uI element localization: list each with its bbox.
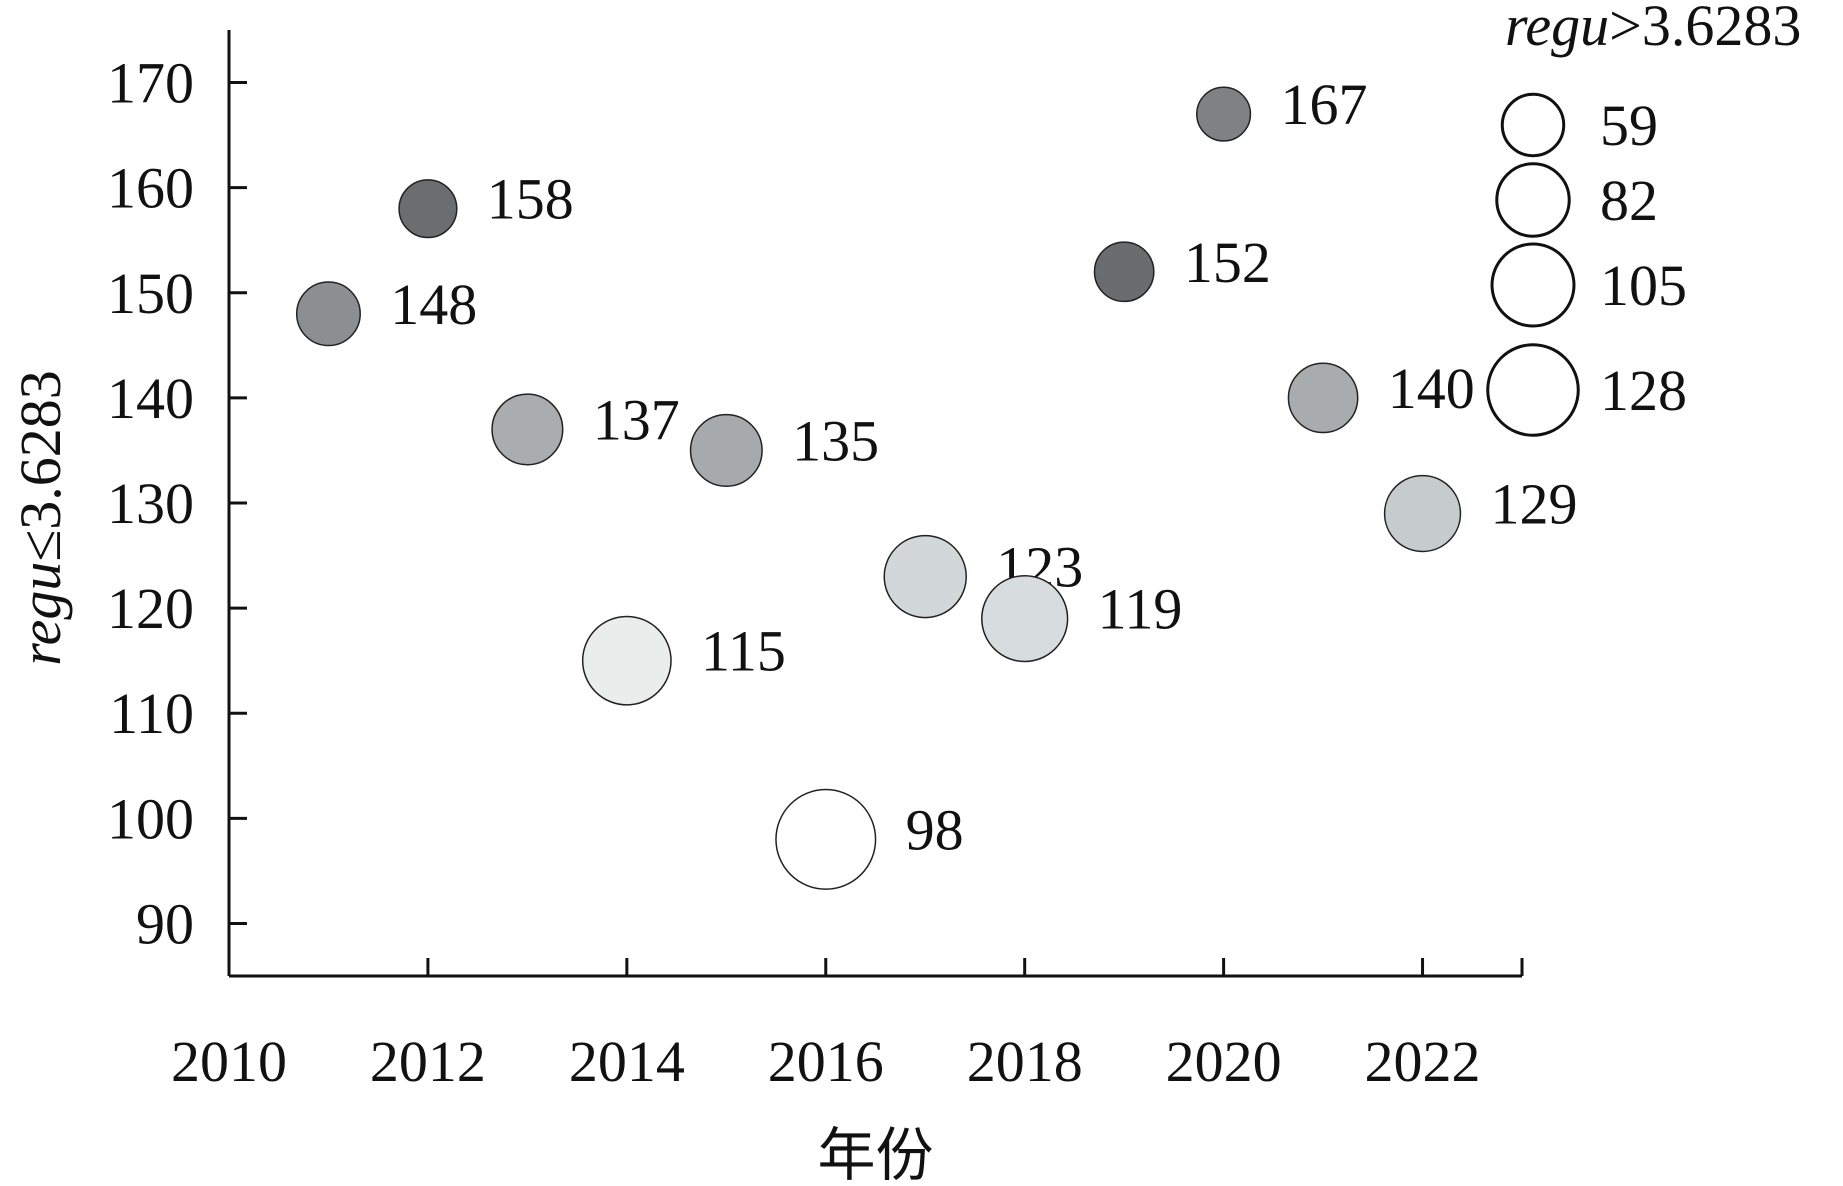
data-point-label: 167 xyxy=(1280,72,1367,137)
x-tick-label: 2016 xyxy=(768,1029,884,1094)
data-point-bubble xyxy=(883,534,967,619)
y-tick-label: 130 xyxy=(107,471,194,536)
data-point-bubble xyxy=(398,179,458,239)
y-tick-label: 100 xyxy=(107,786,194,851)
size-legend-label: 59 xyxy=(1600,93,1658,158)
data-point-bubble xyxy=(581,615,672,706)
size-legend-label: 82 xyxy=(1600,168,1658,233)
y-axis-title-variable: regu xyxy=(8,562,73,666)
data-point-bubble xyxy=(295,281,361,347)
y-tick-label: 140 xyxy=(107,366,194,431)
size-legend-bubble xyxy=(1495,162,1571,238)
x-tick-label: 2022 xyxy=(1365,1029,1481,1094)
data-point-bubble xyxy=(1383,474,1462,553)
y-axis-title-condition: ≤3.6283 xyxy=(8,370,73,561)
data-point-label: 148 xyxy=(390,272,477,337)
y-axis-title: regu≤3.6283 xyxy=(8,370,73,666)
data-point-label: 119 xyxy=(1098,577,1183,642)
size-legend-bubble xyxy=(1500,92,1566,158)
x-tick-label: 2012 xyxy=(370,1029,486,1094)
size-legend-label: 128 xyxy=(1600,358,1687,423)
size-legend: 59 82 105 128 xyxy=(1486,92,1687,437)
y-tick-label: 110 xyxy=(109,681,194,746)
data-point-label: 98 xyxy=(906,797,964,862)
size-legend-title-variable: regu xyxy=(1505,0,1609,58)
data-point-label: 135 xyxy=(792,408,879,473)
size-legend-title-condition: >3.6283 xyxy=(1609,0,1801,58)
x-tick-label: 2014 xyxy=(569,1029,685,1094)
size-legend-bubble xyxy=(1486,343,1580,437)
data-point-label: 152 xyxy=(1184,230,1271,295)
y-tick-label: 160 xyxy=(107,156,194,221)
data-point-bubble xyxy=(1093,241,1155,303)
data-point-bubble xyxy=(689,413,763,487)
data-point-label: 158 xyxy=(487,167,574,232)
x-axis: 2010 2012 2014 2016 2018 2020 2022 xyxy=(171,958,1524,1094)
size-legend-label: 105 xyxy=(1600,253,1687,318)
x-tick-label: 2018 xyxy=(967,1029,1083,1094)
data-point-label: 137 xyxy=(593,387,680,452)
data-point-label: 140 xyxy=(1388,356,1475,421)
data-point-bubble xyxy=(1287,362,1359,434)
y-tick-label: 120 xyxy=(107,576,194,641)
data-point-bubble xyxy=(1196,86,1252,142)
data-point-label: 129 xyxy=(1490,472,1577,537)
x-tick-label: 2010 xyxy=(171,1029,287,1094)
x-axis-title: 年份 xyxy=(817,1123,933,1186)
data-point-bubble xyxy=(491,393,564,466)
y-axis: 90 100 110 120 130 140 150 160 170 xyxy=(107,30,247,976)
size-legend-bubble xyxy=(1490,242,1576,328)
data-point-bubble xyxy=(775,788,877,890)
data-point-bubble xyxy=(981,574,1069,663)
y-tick-label: 90 xyxy=(136,891,194,956)
y-tick-label: 150 xyxy=(107,261,194,326)
x-tick-label: 2020 xyxy=(1166,1029,1282,1094)
y-tick-label: 170 xyxy=(107,51,194,116)
data-point-label: 115 xyxy=(701,619,786,684)
size-legend-title: regu>3.6283 xyxy=(1505,0,1801,58)
